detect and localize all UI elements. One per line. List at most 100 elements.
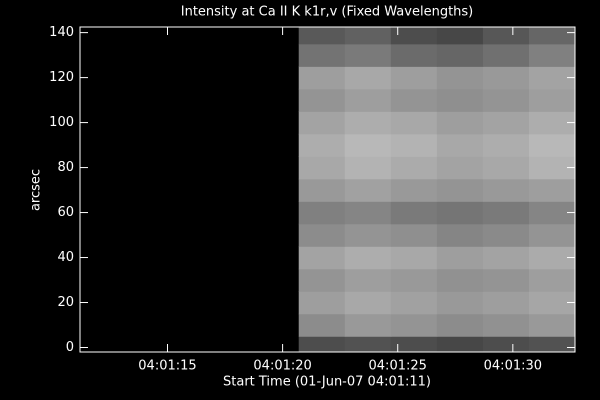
y-tick-label: 20 [57,295,74,310]
y-tick-label: 140 [49,25,74,40]
heatmap-cell [528,336,575,352]
heatmap-cell [436,66,484,90]
heatmap-cell [344,111,392,135]
heatmap-cell [390,133,438,157]
y-tick-label: 0 [66,340,74,355]
heatmap-cell [528,268,575,292]
heatmap-cell [436,111,484,135]
heatmap-cell [390,246,438,270]
heatmap-cell [482,88,530,112]
x-tick-label: 04:01:15 [138,359,196,374]
heatmap-cell [298,291,346,315]
heatmap-cell [390,268,438,292]
heatmap-cell [482,336,530,352]
heatmap-cell [482,133,530,157]
heatmap-cell [528,156,575,180]
heatmap-cell [390,88,438,112]
heatmap-cell [528,111,575,135]
heatmap-cell [528,27,575,45]
chart-title: Intensity at Ca II K k1r,v (Fixed Wavele… [181,5,474,20]
heatmap-cell [528,313,575,337]
heatmap-cell [528,133,575,157]
heatmap-cell [344,27,392,45]
heatmap-cell [390,336,438,352]
heatmap-cell [344,223,392,247]
heatmap-cell [528,223,575,247]
heatmap-cell [482,43,530,67]
heatmap-cell [298,268,346,292]
heatmap-cell [436,201,484,225]
heatmap-cell [344,246,392,270]
heatmap-cell [390,27,438,45]
heatmap-cell [482,268,530,292]
heatmap-cell [390,66,438,90]
heatmap-cell [482,291,530,315]
heatmap-cell [482,156,530,180]
heatmap-cell [528,88,575,112]
heatmap-cell [344,133,392,157]
heatmap-cell [528,201,575,225]
heatmap-cell [436,156,484,180]
heatmap-cell [298,201,346,225]
heatmap-cell [390,223,438,247]
heatmap-cell [436,268,484,292]
y-tick-label: 80 [57,160,74,175]
heatmap-cell [436,336,484,352]
heatmap-cell [436,43,484,67]
heatmap-cell [482,178,530,202]
heatmap-cell [436,246,484,270]
heatmap-cell [344,178,392,202]
heatmap-cell [298,133,346,157]
heatmap-cell [298,27,346,45]
heatmap-cell [482,66,530,90]
plot-frame [79,26,576,353]
heatmap-cell [344,88,392,112]
heatmap-cell [390,291,438,315]
heatmap-cell [528,43,575,67]
heatmap-cell [436,291,484,315]
y-axis-label: arcsec [29,169,44,211]
heatmap-cell [390,201,438,225]
heatmap [298,27,575,352]
x-tick-label: 04:01:30 [484,359,542,374]
heatmap-cell [436,223,484,247]
heatmap-cell [436,27,484,45]
heatmap-cell [390,156,438,180]
heatmap-cell [344,336,392,352]
y-tick-label: 40 [57,250,74,265]
x-tick-label: 04:01:20 [253,359,311,374]
heatmap-cell [298,43,346,67]
y-tick-label: 100 [49,115,74,130]
heatmap-cell [298,88,346,112]
heatmap-cell [344,268,392,292]
heatmap-cell [482,201,530,225]
x-tick-label: 04:01:25 [369,359,427,374]
heatmap-cell [436,88,484,112]
heatmap-cell [482,111,530,135]
heatmap-cell [436,178,484,202]
y-tick-label: 60 [57,205,74,220]
heatmap-cell [390,178,438,202]
heatmap-cell [436,313,484,337]
heatmap-cell [344,201,392,225]
heatmap-cell [344,313,392,337]
heatmap-cell [528,246,575,270]
heatmap-cell [344,156,392,180]
heatmap-cell [344,43,392,67]
heatmap-cell [482,223,530,247]
heatmap-cell [298,223,346,247]
heatmap-cell [482,27,530,45]
heatmap-cell [390,111,438,135]
heatmap-cell [298,336,346,352]
heatmap-cell [390,313,438,337]
heatmap-cell [482,246,530,270]
heatmap-cell [298,111,346,135]
heatmap-cell [298,66,346,90]
heatmap-cell [298,246,346,270]
heatmap-cell [298,178,346,202]
heatmap-cell [344,66,392,90]
heatmap-cell [390,43,438,67]
heatmap-cell [298,156,346,180]
heatmap-cell [528,178,575,202]
heatmap-cell [344,291,392,315]
